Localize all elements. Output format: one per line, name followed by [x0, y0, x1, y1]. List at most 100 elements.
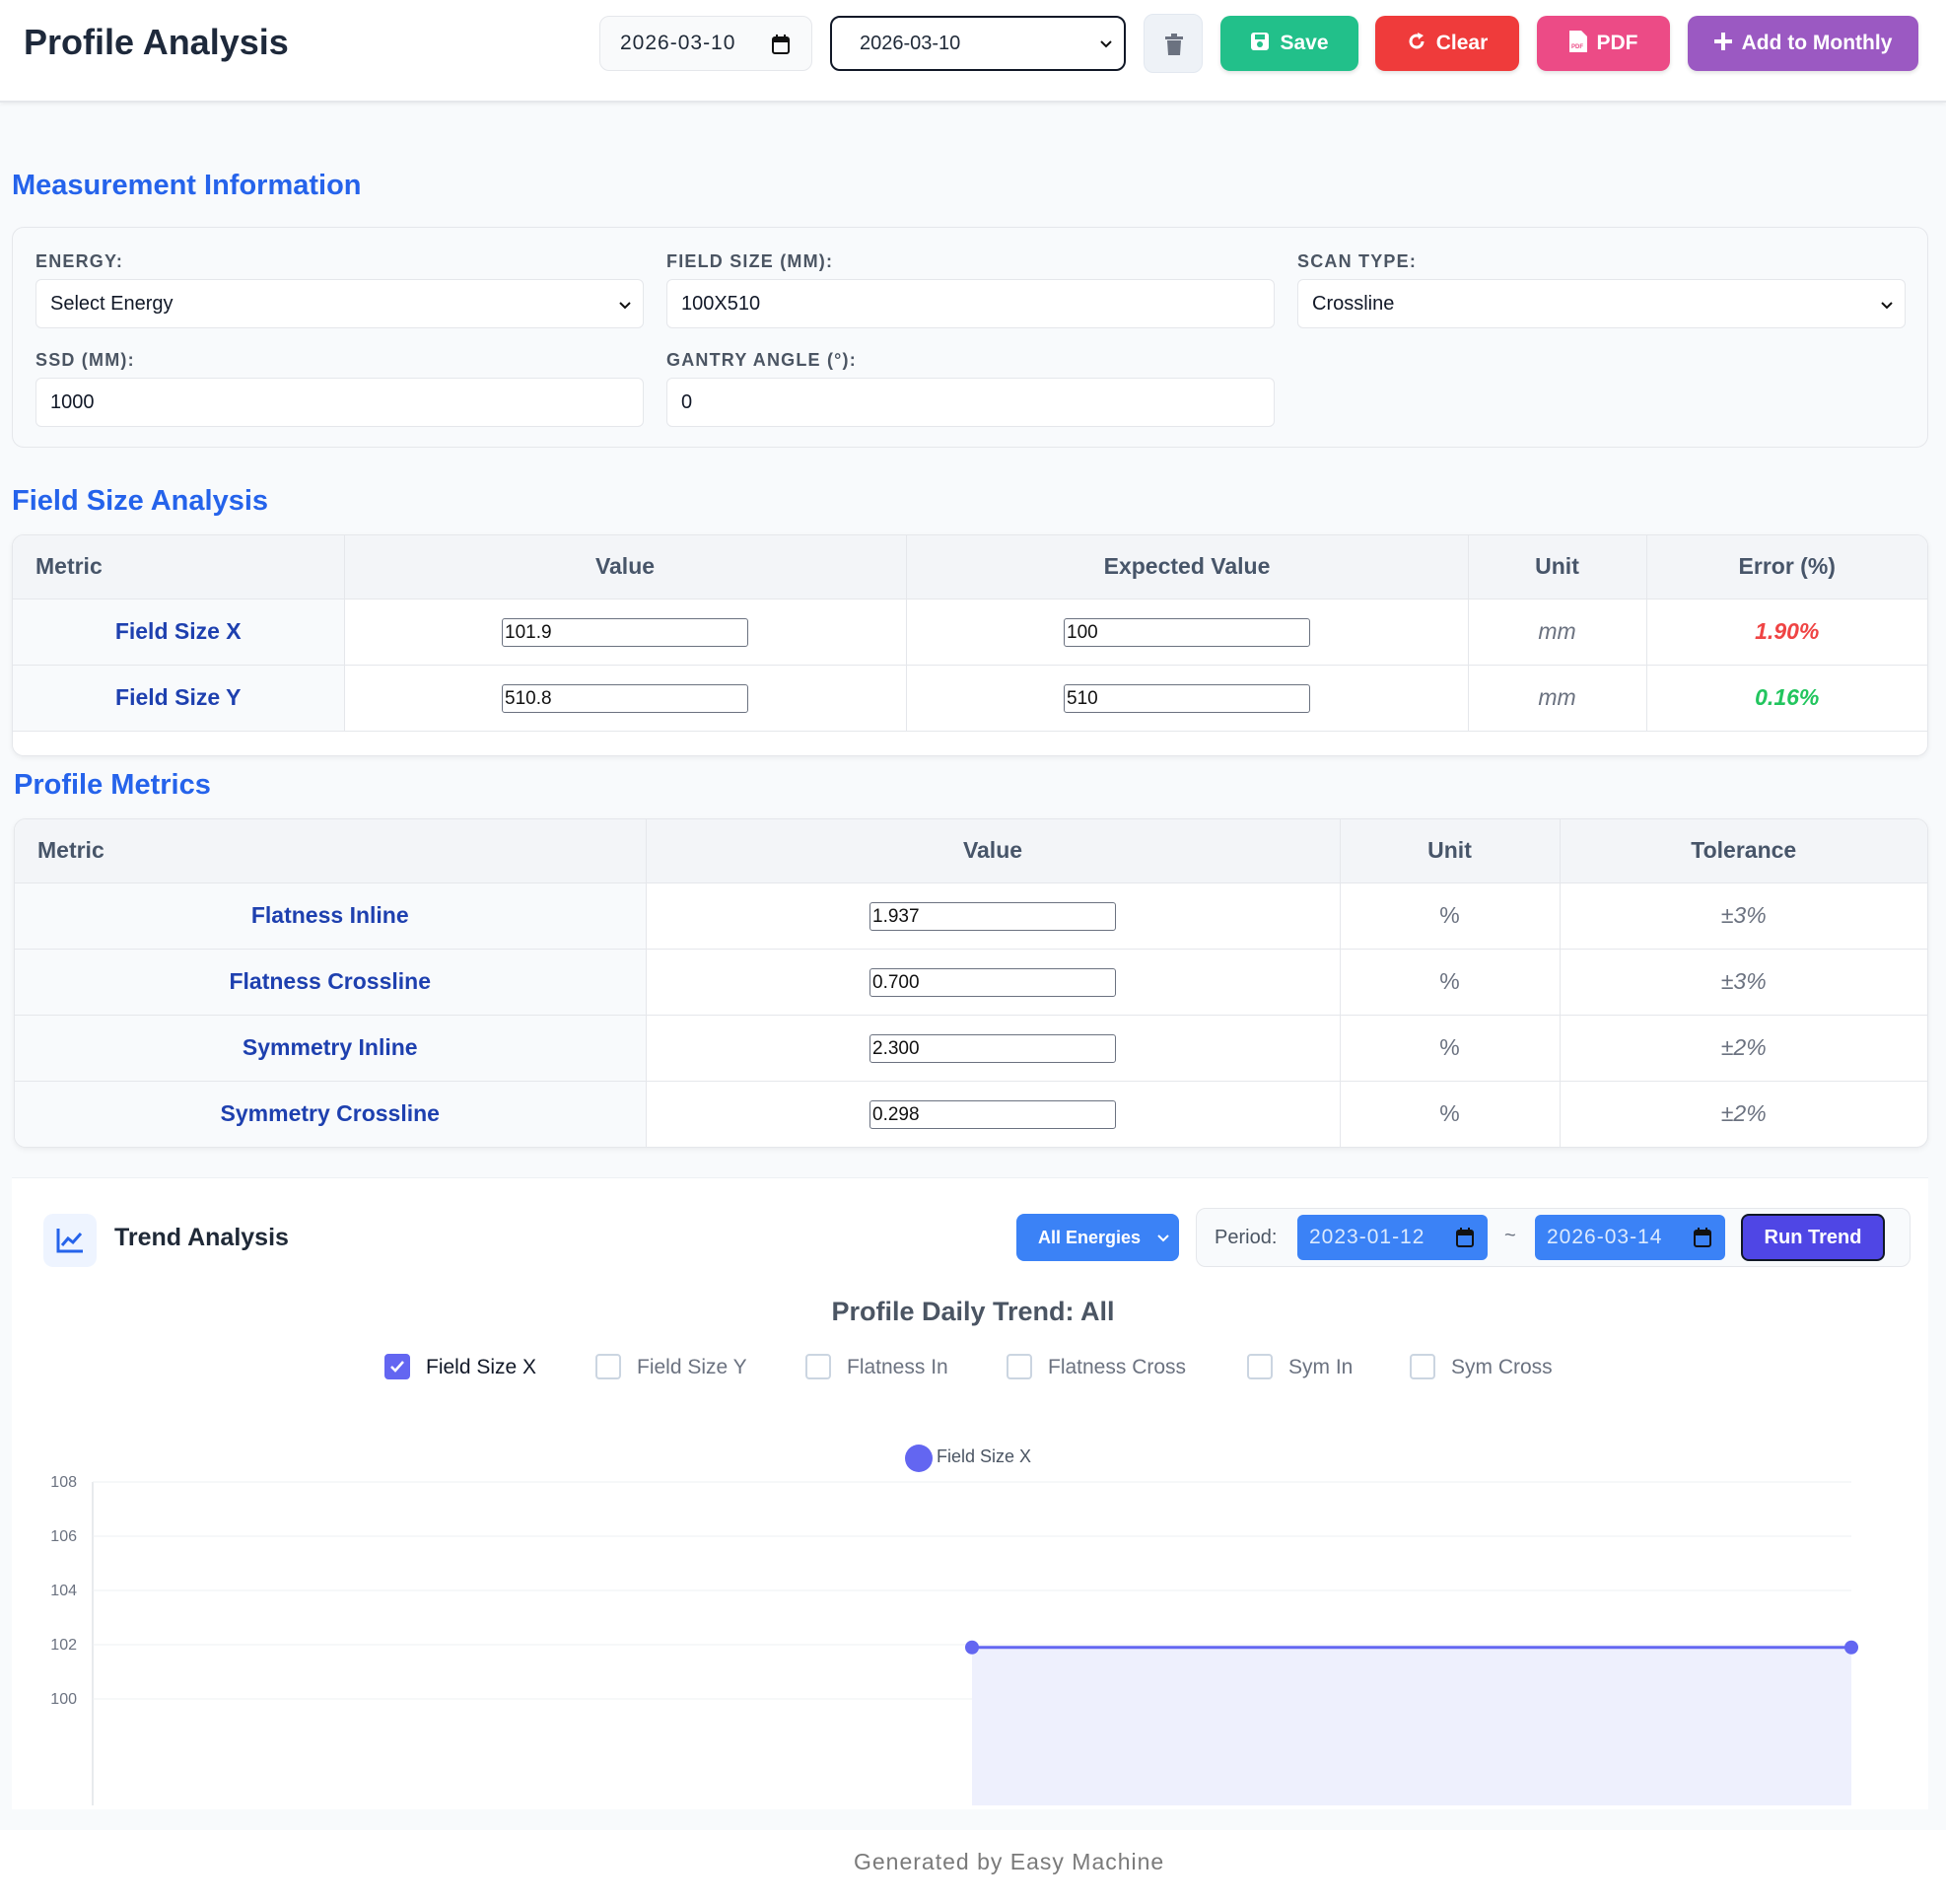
profile-metrics-table: Metric Value Unit Tolerance Flatness Inl… [14, 818, 1928, 1148]
tolerance-cell: ±3% [1560, 882, 1927, 950]
value-cell: 510.8 [344, 665, 907, 732]
table-row: Field Size Y 510.8 510 mm 0.16% [13, 665, 1927, 732]
toggle-label: Flatness Cross [1048, 1356, 1187, 1378]
top-toolbar: Profile Analysis 2026-03-10 2026-03-10 S… [0, 0, 1946, 103]
floppy-icon [1251, 33, 1270, 51]
pdf-button[interactable]: PDF PDF [1537, 16, 1670, 71]
toggle-label: Field Size X [426, 1356, 537, 1378]
col-header-metric: Metric [15, 819, 647, 883]
checkbox[interactable] [384, 1354, 410, 1379]
tolerance-cell: ±2% [1720, 1100, 1767, 1127]
field-size-label: FIELD SIZE (MM): [666, 251, 834, 271]
data-point [1844, 1640, 1858, 1655]
tolerance-cell: ±2% [1560, 1015, 1927, 1082]
expected-input[interactable]: 510 [1064, 683, 1310, 713]
tolerance-cell: ±3% [1560, 949, 1927, 1016]
y-tick-label: 106 [50, 1528, 77, 1545]
y-tick-label: 104 [50, 1583, 77, 1599]
footer-text: Generated by Easy Machine [854, 1849, 1165, 1874]
clear-button[interactable]: Clear [1375, 16, 1519, 71]
unit-cell: % [1340, 882, 1561, 950]
error-cell: 0.16% [1646, 665, 1927, 732]
add-to-monthly-button[interactable]: Add to Monthly [1688, 16, 1918, 71]
value-input[interactable]: 2.300 [869, 1033, 1116, 1063]
y-tick-label: 100 [50, 1691, 77, 1708]
field-size-input[interactable]: 100X510 [666, 279, 1275, 328]
col-header-metric: Metric [13, 535, 345, 599]
y-tick-label: 102 [50, 1637, 77, 1654]
saved-date-select[interactable]: 2026-03-10 [830, 16, 1126, 71]
ssd-input[interactable]: 1000 [35, 378, 644, 427]
calendar-icon [1694, 1228, 1711, 1247]
check-icon [390, 1361, 404, 1373]
gantry-angle-input[interactable]: 0 [666, 378, 1275, 427]
save-label: Save [1280, 32, 1329, 54]
run-trend-button[interactable]: Run Trend [1741, 1214, 1885, 1261]
metric-name: Symmetry Crossline [15, 1081, 647, 1147]
metric-name: Field Size Y [13, 665, 345, 732]
expected-input[interactable]: 100 [1064, 617, 1310, 647]
period-start-input[interactable]: 2023-01-12 [1297, 1215, 1488, 1260]
toggle-label: Flatness In [847, 1356, 948, 1378]
table-row: Symmetry Inline 2.300 % ±2% [15, 1015, 1927, 1082]
unit-cell: % [1340, 949, 1561, 1016]
chevron-down-icon [1881, 302, 1893, 310]
value-input[interactable]: 510.8 [502, 683, 748, 713]
energy-select[interactable]: Select Energy [35, 279, 644, 328]
delete-button[interactable] [1144, 14, 1203, 73]
gantry-angle-value: 0 [681, 391, 693, 413]
value-cell: 2.300 [646, 1015, 1341, 1082]
energy-filter-value: All Energies [1038, 1228, 1142, 1247]
chevron-down-icon [619, 302, 631, 310]
ssd-label: SSD (MM): [35, 350, 135, 370]
gantry-angle-label: GANTRY ANGLE (°): [666, 350, 857, 370]
checkbox[interactable] [1247, 1354, 1273, 1379]
value-cell: 101.9 [344, 599, 907, 666]
value-input[interactable]: 1.937 [869, 901, 1116, 931]
value-input[interactable]: 101.9 [502, 617, 748, 647]
energy-filter-select[interactable]: All Energies [1016, 1214, 1179, 1261]
checkbox[interactable] [805, 1354, 831, 1379]
chart-title: Profile Daily Trend: All [831, 1297, 1115, 1326]
data-point [965, 1640, 979, 1655]
checkbox[interactable] [1410, 1354, 1435, 1379]
field-size-value: 100X510 [681, 293, 761, 315]
footer: Generated by Easy Machine [0, 1830, 1946, 1904]
col-header-expected: Expected Value [906, 535, 1469, 599]
legend-label[interactable]: Field Size X [937, 1446, 1032, 1466]
table-row: Symmetry Crossline 0.298 % ±2% [15, 1081, 1927, 1147]
unit-cell: mm [1468, 665, 1647, 732]
expected-cell: 510 [906, 665, 1469, 732]
chart-clip-mask [12, 1805, 1928, 1809]
chevron-down-icon [1157, 1234, 1169, 1242]
metric-name: Field Size X [13, 599, 345, 666]
energy-label: ENERGY: [35, 251, 124, 271]
date-input-value: 2026-03-10 [620, 32, 736, 54]
trend-title: Trend Analysis [114, 1224, 289, 1251]
field-size-section-title: Field Size Analysis [12, 485, 269, 517]
checkbox[interactable] [1007, 1354, 1032, 1379]
col-header-error: Error (%) [1646, 535, 1927, 599]
col-header-unit: Unit [1468, 535, 1647, 599]
period-end-input[interactable]: 2026-03-14 [1535, 1215, 1725, 1260]
save-button[interactable]: Save [1220, 16, 1358, 71]
toggle-label: Field Size Y [637, 1356, 747, 1378]
table-row: Field Size X 101.9 100 mm 1.90% [13, 599, 1927, 666]
toggle-label: Sym Cross [1451, 1356, 1553, 1378]
value-input[interactable]: 0.700 [869, 967, 1116, 997]
table-row: Flatness Inline 1.937 % ±3% [15, 882, 1927, 950]
period-label: Period: [1215, 1227, 1278, 1248]
checkbox[interactable] [595, 1354, 621, 1379]
scan-type-select[interactable]: Crossline [1297, 279, 1906, 328]
unit-cell: % [1340, 1015, 1561, 1082]
saved-date-value: 2026-03-10 [860, 33, 961, 54]
value-cell: 0.700 [646, 949, 1341, 1016]
col-header-tolerance: Tolerance [1560, 819, 1927, 883]
table-row: Flatness Crossline 0.700 % ±3% [15, 949, 1927, 1016]
plus-icon [1713, 33, 1732, 51]
value-input[interactable]: 0.298 [869, 1099, 1116, 1129]
date-input[interactable]: 2026-03-10 [599, 16, 812, 71]
legend-marker[interactable] [905, 1445, 933, 1472]
period-start-value: 2023-01-12 [1309, 1226, 1425, 1248]
period-separator: ~ [1504, 1225, 1516, 1246]
